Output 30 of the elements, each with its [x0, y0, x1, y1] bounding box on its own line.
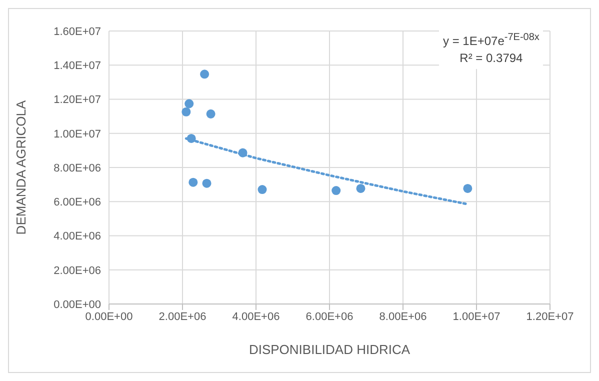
- annotation: y = 1E+07e$^{-7E-08x}$: [443, 31, 540, 50]
- point: [202, 178, 212, 188]
- point: [332, 186, 341, 196]
- y-tick-label: 1.60E+07: [54, 26, 101, 38]
- x-tick-label: 6.00E+06: [306, 310, 354, 323]
- point: [258, 185, 267, 194]
- annotation: R² = 0.3794: [458, 50, 524, 67]
- x-tick-label: 2.00E+06: [158, 310, 206, 323]
- point: [188, 178, 198, 187]
- point: [182, 107, 191, 116]
- point: [200, 70, 210, 79]
- x-axis-title: DISPONIBILIDAD HIDRICA: [248, 342, 410, 357]
- point: [463, 184, 472, 193]
- point: [206, 109, 216, 118]
- point: [184, 99, 194, 108]
- y-tick-label: 6.00E+06: [54, 196, 101, 209]
- y-tick-label: 1.00E+07: [54, 128, 101, 140]
- x-tick-label: 4.00E+06: [232, 310, 280, 323]
- y-tick-label: 1.20E+07: [54, 94, 101, 106]
- x-tick-label: 1.00E+07: [452, 310, 500, 323]
- y-tick-label: 0.00E+00: [54, 298, 101, 311]
- point: [356, 184, 366, 193]
- x-tick-label: 1.20E+07: [526, 310, 574, 323]
- x-tick-label: 8.00E+06: [379, 310, 427, 323]
- y-tick-label: 1.40E+07: [54, 60, 101, 72]
- y-tick-label: 4.00E+06: [54, 230, 101, 243]
- y-tick-label: 2.00E+06: [54, 264, 101, 277]
- y-axis-title: DEMANDA AGRICOLA: [14, 100, 29, 235]
- y-tick-label: 8.00E+06: [54, 162, 101, 174]
- x-tick-label: 0.00E+00: [85, 310, 133, 323]
